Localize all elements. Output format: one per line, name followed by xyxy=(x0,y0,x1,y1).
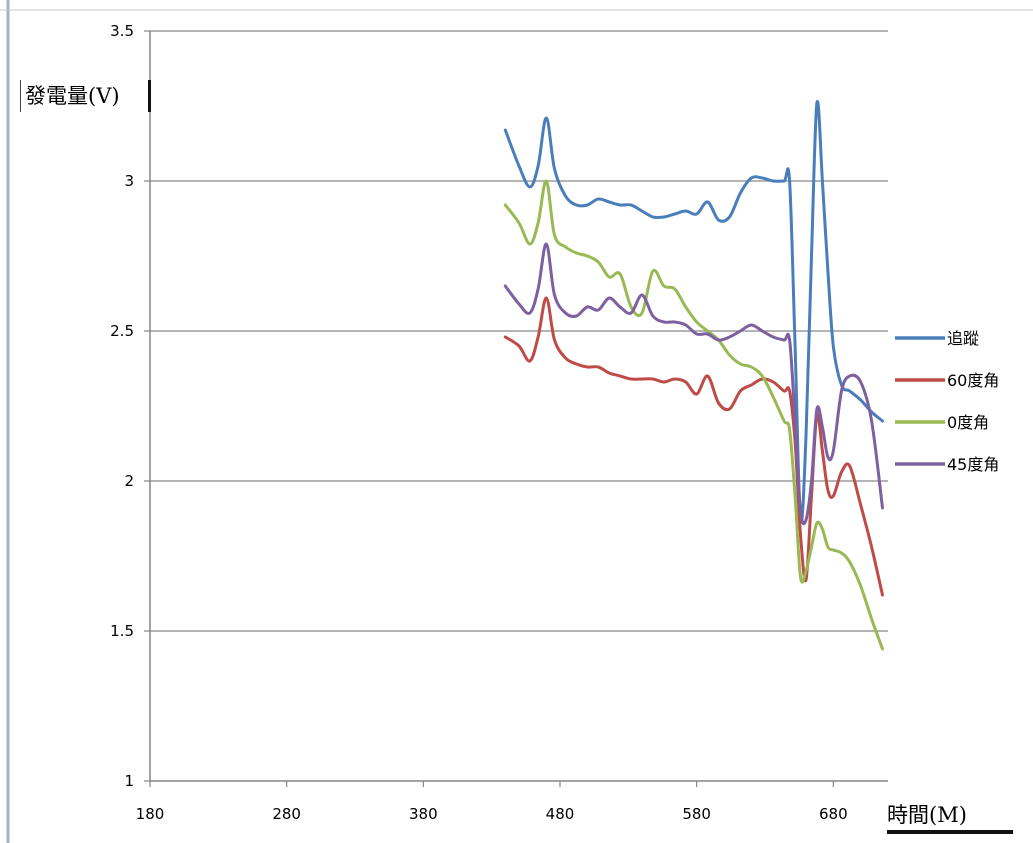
y-axis-label: 發電量(V) xyxy=(20,80,151,112)
y-tick-label: 1 xyxy=(124,772,134,790)
axes xyxy=(149,31,888,782)
x-tick-labels: 180 280 380 480 580 680 xyxy=(136,781,848,823)
y-gridlines xyxy=(144,30,888,782)
legend: 追蹤 60度角 0度角 45度角 xyxy=(895,329,999,474)
series-line-4 xyxy=(503,242,884,526)
series-line-1 xyxy=(503,99,884,524)
y-tick-label: 2 xyxy=(124,472,134,490)
legend-label: 45度角 xyxy=(947,455,999,474)
x-tick-label: 180 xyxy=(136,805,165,823)
legend-label: 60度角 xyxy=(947,371,999,390)
y-tick-label: 3.5 xyxy=(110,22,134,40)
series-lines xyxy=(503,99,884,651)
y-tick-label: 3 xyxy=(124,172,134,190)
x-tick-label: 280 xyxy=(272,805,301,823)
legend-label: 0度角 xyxy=(947,413,989,432)
y-tick-labels: 1 1.5 2 2.5 3 3.5 xyxy=(110,22,134,790)
x-tick-label: 580 xyxy=(682,805,711,823)
y-tick-label: 2.5 xyxy=(110,322,134,340)
series-line-2 xyxy=(503,296,884,597)
legend-label: 追蹤 xyxy=(947,329,979,348)
x-tick-label: 680 xyxy=(819,805,848,823)
x-tick-label: 380 xyxy=(409,805,438,823)
x-axis-label: 時間(M) xyxy=(887,800,1013,834)
x-tick-label: 480 xyxy=(546,805,575,823)
y-tick-label: 1.5 xyxy=(110,622,134,640)
